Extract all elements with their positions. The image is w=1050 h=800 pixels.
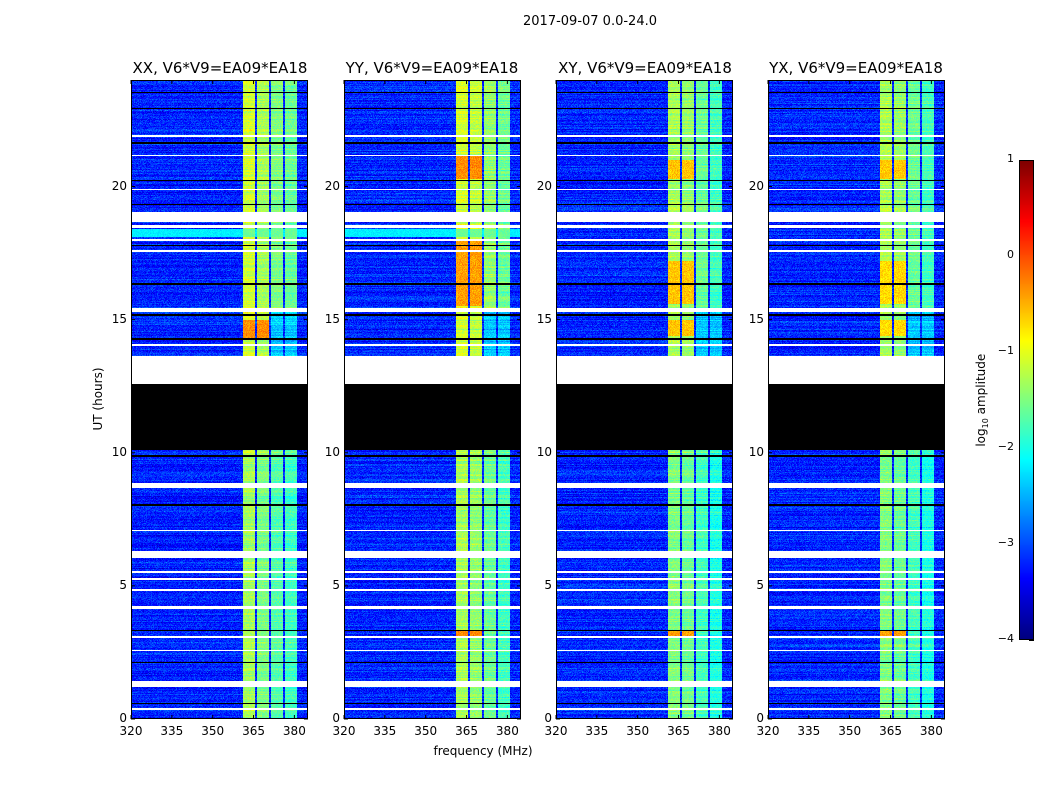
x-tick-label: 320: [332, 724, 356, 738]
x-axis-label: frequency (MHz): [433, 744, 533, 758]
panel-title-yx: YX, V6*V9=EA09*EA18: [769, 59, 943, 77]
waterfall-panel-xx: [130, 80, 308, 720]
axes-frame: [767, 80, 945, 720]
x-tick-label: 320: [119, 724, 143, 738]
y-axis-label: UT (hours): [91, 367, 105, 431]
colorbar-label: log10 amplitude: [974, 340, 990, 460]
colorbar-label-rest: amplitude: [973, 353, 988, 419]
x-tick-label: 350: [414, 724, 438, 738]
y-tick-label: 0: [756, 711, 764, 725]
colorbar-tick: [1029, 640, 1034, 641]
y-tick-label: 0: [119, 711, 127, 725]
axes-border: [131, 80, 308, 719]
y-tick-label: 10: [111, 444, 127, 459]
y-tick-label: 15: [324, 311, 340, 326]
colorbar-tick-label: −3: [997, 536, 1014, 549]
y-tick-label: 15: [111, 311, 127, 326]
x-tick-label: 335: [373, 724, 397, 738]
y-tick-label: 20: [111, 178, 127, 193]
colorbar-tick-label: 0: [1007, 248, 1014, 261]
colorbar-tick-label: −1: [997, 344, 1014, 357]
y-tick-label: 10: [536, 444, 552, 459]
y-tick-label: 15: [536, 311, 552, 326]
y-tick-label: 0: [544, 711, 552, 725]
colorbar: [1019, 160, 1034, 640]
x-tick-label: 380: [495, 724, 519, 738]
y-tick-label: 0: [332, 711, 340, 725]
y-tick-label: 5: [332, 577, 340, 592]
waterfall-heatmap: [768, 80, 945, 719]
panel-title-xy: XY, V6*V9=EA09*EA18: [558, 59, 732, 77]
y-tick-label: 20: [324, 178, 340, 193]
x-tick-label: 320: [756, 724, 780, 738]
figure-title: 2017-09-07 0.0-24.0: [523, 14, 657, 29]
axes-border: [344, 80, 521, 719]
axes-frame: [130, 80, 308, 720]
waterfall-panel-yx: [767, 80, 945, 720]
colorbar-tick-label: 1: [1007, 152, 1014, 165]
panel-title-yy: YY, V6*V9=EA09*EA18: [345, 59, 519, 77]
x-tick-label: 380: [282, 724, 306, 738]
x-tick-label: 380: [707, 724, 731, 738]
x-tick-label: 350: [201, 724, 225, 738]
x-tick-label: 350: [838, 724, 862, 738]
y-tick-label: 10: [748, 444, 764, 459]
axes-border: [556, 80, 733, 719]
x-tick-label: 365: [455, 724, 478, 738]
y-tick-label: 10: [324, 444, 340, 459]
axes-frame: [343, 80, 521, 720]
panel-title-xx: XX, V6*V9=EA09*EA18: [132, 59, 308, 77]
y-tick-label: 5: [756, 577, 764, 592]
x-tick-label: 365: [879, 724, 902, 738]
y-tick-label: 15: [748, 311, 764, 326]
waterfall-heatmap: [556, 80, 733, 719]
colorbar-gradient: [1020, 161, 1033, 639]
y-tick-label: 5: [544, 577, 552, 592]
y-tick-label: 20: [536, 178, 552, 193]
waterfall-heatmap: [131, 80, 308, 719]
colorbar-tick-label: −2: [997, 440, 1014, 453]
waterfall-panel-xy: [555, 80, 733, 720]
x-tick-label: 335: [585, 724, 609, 738]
x-tick-label: 335: [797, 724, 821, 738]
x-tick-label: 365: [667, 724, 690, 738]
axes-border: [768, 80, 945, 719]
colorbar-tick-label: −4: [997, 632, 1014, 645]
x-tick-label: 365: [242, 724, 265, 738]
y-tick-label: 5: [119, 577, 127, 592]
y-tick-label: 20: [748, 178, 764, 193]
colorbar-label-main: log: [973, 428, 988, 447]
x-tick-label: 335: [160, 724, 184, 738]
x-tick-label: 320: [544, 724, 568, 738]
x-tick-label: 350: [626, 724, 650, 738]
axes-frame: [555, 80, 733, 720]
colorbar-label-sub: 10: [981, 418, 991, 429]
waterfall-heatmap: [344, 80, 521, 719]
x-tick-label: 380: [919, 724, 943, 738]
waterfall-panel-yy: [343, 80, 521, 720]
